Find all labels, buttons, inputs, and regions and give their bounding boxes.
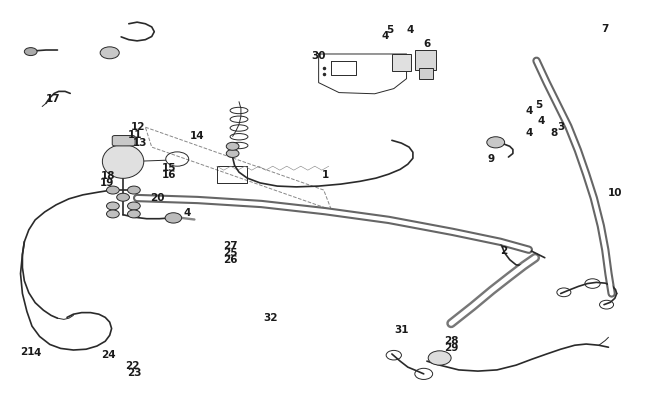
Circle shape [127,187,140,194]
Circle shape [226,150,239,158]
Text: 19: 19 [100,178,114,188]
Text: 20: 20 [150,193,164,203]
Circle shape [117,194,129,202]
Text: 5: 5 [385,25,393,35]
Text: 4: 4 [538,116,545,126]
Text: 21: 21 [20,346,34,356]
Text: 18: 18 [101,171,116,181]
Circle shape [100,48,119,60]
Text: 5: 5 [536,100,543,109]
Text: 17: 17 [46,94,60,104]
Text: 9: 9 [487,154,494,164]
Circle shape [127,211,140,218]
Text: 2: 2 [500,245,507,255]
Text: 26: 26 [224,254,238,264]
Text: 27: 27 [224,240,238,250]
Circle shape [107,187,119,194]
Text: 31: 31 [394,324,409,334]
Text: 1: 1 [321,170,329,180]
Text: 24: 24 [101,349,116,359]
Text: 12: 12 [131,122,146,132]
Text: 7: 7 [602,24,609,34]
Text: 32: 32 [264,312,278,322]
Text: 30: 30 [311,51,326,61]
Text: 3: 3 [557,122,564,132]
Circle shape [107,211,119,218]
Text: 4: 4 [525,105,532,115]
Circle shape [428,351,451,365]
Circle shape [24,49,37,56]
Text: 4: 4 [382,31,389,41]
Circle shape [226,143,239,151]
Text: 14: 14 [190,131,205,141]
FancyBboxPatch shape [392,54,411,72]
Text: 11: 11 [128,130,142,140]
Text: 23: 23 [127,367,141,377]
Text: 28: 28 [444,336,458,345]
Text: 29: 29 [444,342,458,352]
Text: 4: 4 [183,207,190,217]
Circle shape [107,202,119,211]
Text: 16: 16 [162,170,176,180]
Text: 4: 4 [406,25,413,35]
Text: 10: 10 [608,188,622,198]
Circle shape [165,213,182,224]
Text: 15: 15 [162,163,176,173]
Text: 8: 8 [551,128,558,138]
FancyBboxPatch shape [419,69,433,80]
Text: 25: 25 [224,247,238,257]
Text: 4: 4 [525,128,532,138]
Text: 13: 13 [133,137,148,147]
Circle shape [127,202,140,211]
Text: 22: 22 [125,360,140,370]
FancyBboxPatch shape [112,136,135,147]
Circle shape [487,137,504,149]
Text: 6: 6 [423,39,430,49]
Text: 4: 4 [33,347,41,358]
Ellipse shape [102,145,144,179]
FancyBboxPatch shape [415,51,437,71]
